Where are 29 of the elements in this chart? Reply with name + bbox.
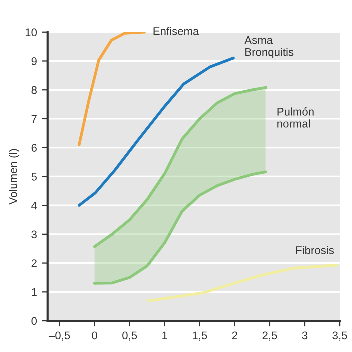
y-tick-label: 7 [32,115,37,123]
series-label: Fibrosis [296,246,334,254]
line-series [93,170,268,285]
y-axis-title: Volumen (l) [9,149,20,205]
x-tick-label: 1,5 [193,332,208,341]
series-label: Enfisema [154,27,200,36]
x-tick-label: –0,5 [48,332,70,341]
x-tick-label: 3,5 [332,332,348,341]
x-tick-label: 2 [232,332,238,340]
y-tick-label: 0 [32,317,38,326]
series-label: Pulmón normal [278,108,314,128]
y-tick-label: 6 [32,144,37,152]
y-tick-label: 9 [32,58,37,66]
x-tick-label: 2,5 [262,332,278,341]
y-tick-label: 10 [26,28,38,37]
x-tick-label: 1 [162,332,168,340]
series-label: Asma Bronquitis [244,36,294,58]
x-tick-label: 3 [302,332,308,340]
line-series [78,32,146,146]
y-tick-label: 1 [32,288,37,296]
y-tick-label: 8 [32,86,37,94]
y-tick-label: 2 [32,260,37,268]
y-tick-label: 4 [32,202,38,210]
line-series [146,264,339,302]
x-tick-label: 0 [92,332,98,340]
line-series [78,56,235,207]
y-tick-label: 3 [32,230,37,239]
y-tick-label: 5 [32,173,37,181]
x-tick-label: 0,5 [122,332,138,341]
